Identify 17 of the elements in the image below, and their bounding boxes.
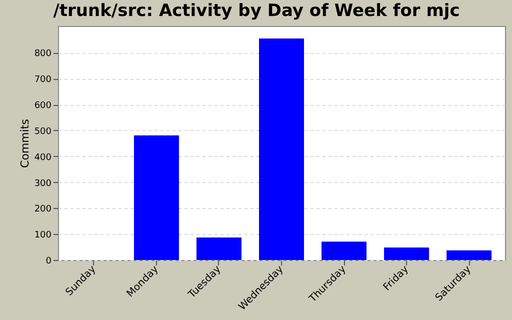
y-tick-label: 300 <box>34 178 52 189</box>
bar <box>134 135 179 260</box>
y-tick-label: 100 <box>34 230 52 241</box>
y-tick-label: 500 <box>34 126 52 137</box>
y-axis-title: Commits <box>18 118 32 168</box>
y-tick-label: 800 <box>34 49 52 60</box>
y-tick-label: 200 <box>34 204 52 215</box>
bar <box>446 250 492 260</box>
bar <box>196 237 242 260</box>
chart-title: /trunk/src: Activity by Day of Week for mjc <box>53 1 460 21</box>
bar <box>322 242 367 260</box>
y-tick-label: 600 <box>34 101 52 112</box>
y-tick-label: 700 <box>34 75 52 86</box>
bar <box>384 248 430 260</box>
y-tick-label: 400 <box>34 152 52 163</box>
y-tick-label: 0 <box>46 256 52 266</box>
bar <box>259 38 304 260</box>
